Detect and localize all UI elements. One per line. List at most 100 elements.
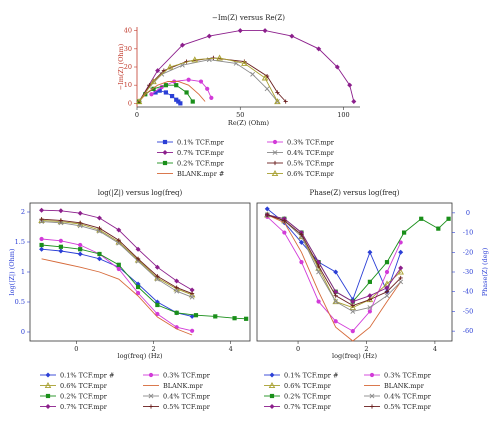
- data-point: [367, 279, 372, 284]
- data-point: [198, 79, 204, 84]
- legend-item: 0.4% TCF.mpr: [267, 149, 335, 157]
- series-line: [41, 244, 247, 320]
- data-point: [190, 99, 195, 104]
- legend-label: 0.1% TCF.mpr #: [60, 371, 114, 379]
- data-point: [96, 256, 102, 262]
- data-point: [150, 78, 157, 85]
- chart-title: −Im(Z) versus Re(Z): [212, 14, 285, 22]
- legend-label: BLANK.mpr: [163, 382, 204, 390]
- legend-item: BLANK.mpr #: [157, 170, 224, 178]
- data-point: [367, 297, 372, 302]
- y-tick-label: 20: [124, 63, 132, 71]
- data-point: [189, 287, 195, 293]
- y-tick-label: -30: [463, 268, 473, 276]
- legend-label: 0.6% TCF.mpr: [60, 382, 108, 390]
- data-point: [209, 95, 214, 101]
- legend-label: BLANK.mpr #: [177, 170, 224, 178]
- legend-swatch-marker: [162, 160, 168, 166]
- data-point: [39, 246, 45, 252]
- data-point: [367, 249, 373, 255]
- chart-title: log(|Z|) versus log(freq): [98, 189, 183, 197]
- data-point: [135, 284, 141, 290]
- legend-label: 0.3% TCF.mpr: [287, 138, 335, 146]
- y-tick-label: 1: [21, 268, 25, 276]
- data-point: [189, 294, 195, 300]
- data-point: [316, 46, 322, 52]
- data-point: [384, 260, 390, 265]
- data-point: [265, 212, 270, 217]
- data-point: [350, 303, 355, 308]
- legend-label: 0.4% TCF.mpr: [287, 149, 335, 157]
- legend-swatch-marker: [268, 382, 276, 389]
- legend-label: 0.7% TCF.mpr: [60, 403, 108, 411]
- data-point: [402, 230, 407, 235]
- data-point: [174, 278, 180, 284]
- x-tick-label: 2: [151, 345, 155, 353]
- legend-swatch-marker: [162, 139, 168, 145]
- y-axis-title: log(|Z|) (Ohm): [8, 248, 16, 295]
- data-point: [190, 328, 195, 333]
- legend-item: 0.1% TCF.mpr #: [40, 371, 114, 379]
- data-point: [299, 232, 304, 237]
- data-point: [116, 266, 121, 272]
- y-tick-label: -50: [463, 307, 473, 315]
- legend-item: 0.2% TCF.mpr: [157, 159, 225, 167]
- data-point: [78, 247, 83, 252]
- data-point: [282, 218, 287, 223]
- series-line: [138, 57, 278, 102]
- data-point: [135, 256, 141, 261]
- chart-title: Phase(Z) versus log(freq): [310, 189, 400, 197]
- legend-swatch-marker: [148, 393, 154, 399]
- legend-swatch-marker: [272, 160, 278, 166]
- data-point: [116, 262, 121, 267]
- y-tick-label: -10: [463, 229, 473, 237]
- y-axis-title: Phase(Z) (deg): [481, 247, 489, 296]
- data-point: [299, 260, 304, 265]
- data-point: [58, 208, 64, 214]
- legend-label: 0.6% TCF.mpr: [287, 170, 335, 178]
- data-point: [135, 246, 141, 252]
- y-tick-label: -20: [463, 248, 473, 256]
- legend-item: 0.4% TCF.mpr: [364, 392, 432, 400]
- legend-item: 0.4% TCF.mpr: [143, 392, 211, 400]
- data-point: [264, 86, 270, 92]
- data-point: [244, 316, 249, 321]
- y-tick-label: 30: [124, 45, 132, 53]
- legend-item: BLANK.mpr: [364, 382, 425, 390]
- data-point: [316, 299, 321, 304]
- series-line: [41, 258, 193, 336]
- data-point: [316, 269, 321, 275]
- data-point: [282, 230, 287, 235]
- legend-label: 0.3% TCF.mpr: [384, 371, 432, 379]
- data-point: [384, 293, 390, 299]
- series-7: [138, 81, 206, 102]
- data-point: [190, 291, 195, 296]
- data-point: [193, 313, 199, 318]
- y-tick-label: 2: [21, 208, 25, 216]
- data-point: [333, 269, 339, 275]
- data-point: [213, 314, 218, 319]
- series-4: [41, 258, 193, 336]
- data-point: [174, 310, 179, 315]
- data-point: [39, 217, 44, 222]
- y-tick-label: 0: [128, 99, 132, 107]
- data-point: [350, 309, 356, 314]
- legend-item: 0.7% TCF.mpr: [157, 149, 225, 157]
- y-axis-title: −Im(Z) (Ohm): [117, 43, 125, 90]
- data-point: [216, 54, 223, 61]
- legend-item: BLANK.mpr: [143, 382, 204, 390]
- data-point: [174, 288, 180, 294]
- x-axis-title: log(freq) (Hz): [332, 352, 377, 360]
- x-tick-label: 0: [74, 345, 78, 353]
- data-point: [179, 42, 185, 48]
- legend-item: 0.1% TCF.mpr: [157, 138, 225, 146]
- data-point: [446, 216, 451, 221]
- data-point: [174, 285, 179, 290]
- legend-label: 0.7% TCF.mpr: [284, 403, 332, 411]
- data-point: [275, 90, 280, 95]
- series-3: [136, 28, 357, 105]
- legend-swatch-marker: [148, 372, 154, 378]
- legend-item: 0.3% TCF.mpr: [364, 371, 432, 379]
- data-point: [151, 86, 156, 91]
